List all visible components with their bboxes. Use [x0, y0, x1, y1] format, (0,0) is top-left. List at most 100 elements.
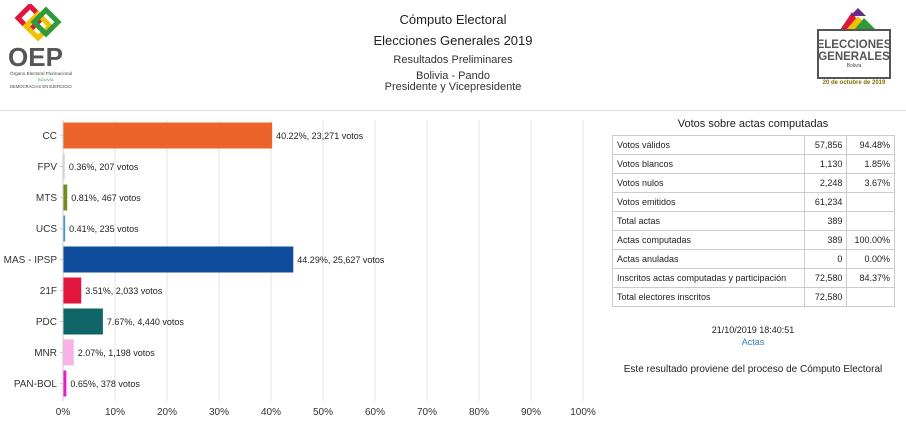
bar	[63, 215, 66, 242]
summary-row-percent	[846, 192, 895, 212]
bar	[63, 122, 273, 149]
summary-row-percent: 100.00%	[846, 230, 895, 250]
bar	[63, 246, 294, 273]
summary-row-value: 389	[803, 230, 848, 250]
summary-title: Votos sobre actas computadas	[677, 118, 829, 130]
source-note: Este resultado proviene del proceso de C…	[623, 364, 883, 375]
summary-row-value: 72,580	[803, 268, 848, 288]
summary-row: Votos emitidos 61,234	[612, 192, 895, 212]
summary-row: Total electores inscritos 72,580	[612, 287, 895, 307]
bar	[63, 370, 67, 397]
summary-row: Actas anuladas 0 0.00%	[612, 249, 895, 269]
summary-row-value: 1,130	[803, 154, 848, 174]
oep-logo: OEP Órgano Electoral Plurinacional BOLIV…	[8, 4, 72, 89]
x-tick-label: 100%	[570, 407, 596, 418]
bar-value-label: 3.51%, 2,033 votos	[85, 286, 163, 296]
summary-row-label: Votos blancos	[612, 154, 805, 174]
logo-country: Bolivia	[847, 63, 862, 69]
x-tick-label: 70%	[417, 407, 437, 418]
summary-row-percent: 84.37%	[846, 268, 895, 288]
summary-row-label: Votos nulos	[612, 173, 805, 193]
chart-gridlines	[62, 120, 584, 401]
summary-row-value: 72,580	[803, 287, 848, 307]
bar-value-label: 0.36%, 207 votos	[69, 162, 139, 172]
bar-value-label: 0.65%, 378 votos	[70, 379, 140, 389]
ballot-box-icon	[817, 8, 891, 79]
bar-value-label: 2.07%, 1,198 votos	[78, 348, 156, 358]
summary-table: Votos válidos 57,856 94.48% Votos blancos 1,…	[612, 135, 895, 307]
category-label: PAN-BOL	[14, 379, 58, 390]
bar-value-label: 44.29%, 25,627 votos	[297, 255, 385, 265]
category-label: CC	[43, 131, 57, 142]
bar	[63, 339, 74, 366]
summary-row-percent	[846, 287, 895, 307]
category-label: FPV	[38, 162, 58, 173]
oep-emblem-icon	[14, 4, 62, 42]
summary-row-percent: 0.00%	[846, 249, 895, 269]
summary-row: Actas computadas 389 100.00%	[612, 230, 895, 250]
x-tick-label: 80%	[469, 407, 489, 418]
summary-row-label: Votos emitidos	[612, 192, 805, 212]
chart-bars: 40.22%, 23,271 votos 0.36%, 207 votos 0.81…	[63, 122, 385, 397]
results-bar-chart: 40.22%, 23,271 votos 0.36%, 207 votos 0.81…	[4, 120, 596, 418]
category-label: MAS - IPSP	[4, 255, 58, 266]
bar	[63, 277, 82, 304]
update-timestamp: 21/10/2019 18:40:51	[711, 325, 795, 335]
bar-value-label: 0.41%, 235 votos	[69, 224, 139, 234]
summary-row: Votos nulos 2,248 3.67%	[612, 173, 895, 193]
summary-row-value: 57,856	[803, 135, 848, 155]
bar-value-label: 40.22%, 23,271 votos	[276, 131, 364, 141]
category-label: 21F	[40, 286, 57, 297]
summary-row-value: 0	[803, 249, 848, 269]
oep-country: BOLIVIA	[38, 77, 54, 82]
office-label: Presidente y Vicepresidente	[384, 81, 522, 93]
summary-row-value: 61,234	[803, 192, 848, 212]
oep-tagline: DEMOCRACIAS EN EJERCICIO	[10, 84, 72, 89]
summary-row-percent: 94.48%	[846, 135, 895, 155]
chart-axis: 0% 10% 20% 30% 40% 50% 60% 70% 80% 90% 100% CC FPV MT…	[4, 120, 596, 418]
category-label: MTS	[36, 193, 57, 204]
location-label: Bolivia - Pando	[416, 70, 490, 82]
category-label: UCS	[36, 224, 57, 235]
x-tick-label: 20%	[157, 407, 177, 418]
summary-row-label: Total electores inscritos	[612, 287, 805, 307]
x-tick-label: 50%	[313, 407, 333, 418]
bar	[63, 153, 65, 180]
summary-row-percent: 1.85%	[846, 154, 895, 174]
summary-row-value: 2,248	[803, 173, 848, 193]
summary-row-value: 389	[803, 211, 848, 231]
x-tick-label: 40%	[261, 407, 281, 418]
logo-line2: GENERALES	[818, 51, 890, 63]
summary-row: Inscritos actas computadas y participaci…	[612, 268, 895, 288]
summary-row: Votos válidos 57,856 94.48%	[612, 135, 895, 155]
category-label: PDC	[36, 317, 57, 328]
bar-value-label: 7.67%, 4,440 votos	[107, 317, 185, 327]
summary-row-label: Inscritos actas computadas y participaci…	[612, 268, 805, 288]
summary-row: Total actas 389	[612, 211, 895, 231]
actas-link[interactable]: Actas	[741, 337, 765, 347]
summary-row-label: Actas computadas	[612, 230, 805, 250]
page-subtitle: Elecciones Generales 2019	[373, 33, 533, 48]
summary-row-percent	[846, 211, 895, 231]
summary-row: Votos blancos 1,130 1.85%	[612, 154, 895, 174]
bar	[63, 308, 103, 335]
x-tick-label: 10%	[105, 407, 125, 418]
page-title: Cómputo Electoral	[399, 12, 507, 27]
category-label: MNR	[34, 348, 57, 359]
header-divider	[0, 110, 906, 111]
oep-org-name: Órgano Electoral Plurinacional	[10, 70, 72, 76]
summary-row-percent: 3.67%	[846, 173, 895, 193]
summary-row-label: Votos válidos	[612, 135, 805, 155]
x-tick-label: 0%	[56, 407, 71, 418]
x-tick-label: 30%	[209, 407, 229, 418]
logo-line1: ELECCIONES	[817, 39, 892, 51]
x-tick-label: 60%	[365, 407, 385, 418]
oep-acronym: OEP	[8, 42, 63, 72]
summary-row-label: Total actas	[612, 211, 805, 231]
elecciones-logo: ELECCIONES GENERALES Bolivia 20 de octub…	[817, 8, 892, 86]
results-status: Resultados Preliminares	[393, 54, 513, 66]
summary-row-label: Actas anuladas	[612, 249, 805, 269]
bar-value-label: 0.81%, 467 votos	[71, 193, 141, 203]
bar	[63, 184, 68, 211]
x-tick-label: 90%	[521, 407, 541, 418]
